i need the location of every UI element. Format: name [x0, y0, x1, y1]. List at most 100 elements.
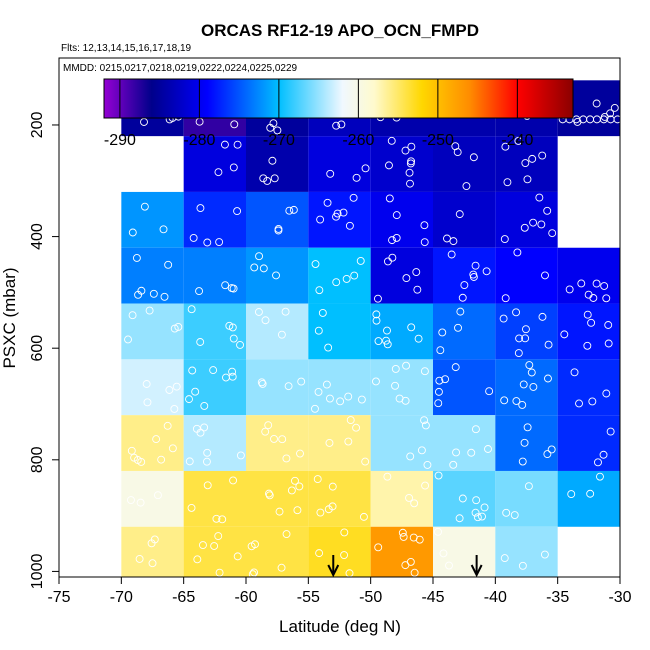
observation-marker	[229, 163, 238, 172]
observation-marker	[455, 514, 464, 523]
observation-marker	[349, 193, 358, 202]
observation-marker	[513, 248, 522, 257]
observation-marker	[210, 542, 219, 550]
observation-marker	[372, 310, 381, 319]
plot-frame	[58, 57, 621, 578]
observation-marker	[250, 263, 259, 272]
heatmap-cell	[308, 136, 371, 192]
observation-marker	[315, 286, 324, 295]
observation-marker	[406, 557, 415, 566]
observation-marker	[203, 481, 212, 490]
observation-marker	[547, 445, 556, 454]
observation-marker	[583, 310, 592, 319]
observation-marker	[259, 264, 268, 273]
observation-marker	[160, 292, 169, 301]
arrow-head	[327, 564, 340, 578]
observation-marker	[439, 549, 448, 558]
heatmap-cell	[121, 359, 184, 416]
arrow-head	[470, 564, 483, 578]
observation-marker	[324, 343, 333, 352]
x-tick-label: -65	[172, 589, 195, 606]
observation-marker	[227, 284, 236, 293]
observation-marker	[258, 380, 267, 388]
observation-marker	[203, 238, 212, 247]
observation-marker	[259, 174, 268, 183]
observation-marker	[195, 287, 204, 296]
heatmap-cell	[433, 247, 496, 304]
heatmap-cell	[183, 303, 246, 360]
observation-marker	[406, 179, 414, 188]
observation-marker	[361, 164, 370, 173]
observation-marker	[148, 559, 157, 568]
observation-marker	[541, 271, 549, 280]
observation-marker	[599, 450, 608, 459]
observation-marker	[469, 153, 478, 162]
observation-marker	[285, 206, 294, 215]
observation-marker	[215, 238, 224, 247]
observation-marker	[415, 535, 424, 544]
observation-marker	[289, 205, 298, 214]
observation-marker	[565, 285, 574, 294]
heatmap-cell	[246, 303, 309, 360]
observation-marker	[467, 448, 476, 457]
colorbar-tick-label: -290	[104, 132, 136, 149]
observation-marker	[401, 396, 410, 405]
observation-marker	[140, 202, 149, 211]
observation-marker	[346, 416, 355, 425]
observation-marker	[127, 446, 136, 455]
observation-marker	[149, 289, 158, 298]
observation-marker	[145, 306, 154, 315]
observation-marker	[196, 428, 205, 437]
chart-title: ORCAS RF12-19 APO_OCN_FMPD	[201, 21, 479, 40]
observation-marker	[451, 142, 460, 151]
observation-marker	[322, 380, 331, 389]
observation-marker	[472, 496, 481, 505]
observation-marker	[436, 346, 445, 355]
observation-marker	[420, 238, 429, 247]
x-axis: -75 -70 -65 -60 -55 -50 -45 -40 -35 -30	[47, 577, 632, 606]
observation-marker	[191, 387, 200, 396]
colorbar-tick-label: -250	[422, 132, 454, 149]
observation-marker	[402, 361, 411, 370]
observation-marker	[255, 252, 264, 261]
heatmap-cell	[433, 191, 496, 248]
observation-marker	[352, 173, 361, 182]
y-axis: 200 400 600 800 1000	[29, 112, 59, 589]
observation-marker	[529, 382, 538, 391]
observation-marker	[128, 311, 137, 320]
observation-marker	[220, 140, 229, 149]
observation-marker	[383, 257, 392, 266]
observation-marker	[412, 268, 421, 276]
observation-marker	[535, 193, 544, 202]
observation-marker	[385, 161, 393, 170]
observation-marker	[435, 376, 444, 385]
observation-marker	[523, 423, 532, 432]
observation-marker	[501, 294, 510, 303]
observation-marker	[414, 334, 423, 343]
observation-marker	[421, 421, 430, 430]
observation-marker	[602, 389, 611, 398]
observation-marker	[225, 321, 234, 330]
observation-marker	[187, 503, 196, 512]
heatmap-cell	[557, 470, 620, 527]
observation-marker	[586, 489, 595, 498]
observation-marker	[315, 549, 324, 558]
observation-marker	[445, 561, 453, 570]
observation-marker	[124, 335, 132, 344]
observation-marker	[150, 535, 159, 544]
observation-marker	[313, 475, 322, 484]
observation-marker	[452, 448, 461, 457]
observation-marker	[500, 554, 509, 563]
observation-marker	[136, 498, 145, 507]
heatmap-cell	[433, 359, 496, 416]
observation-marker	[263, 176, 272, 185]
observation-marker	[326, 169, 335, 178]
observation-marker	[187, 305, 196, 314]
heatmap-cell	[246, 470, 309, 527]
observation-marker	[374, 543, 383, 552]
observation-marker	[456, 307, 465, 316]
observation-marker	[254, 308, 263, 316]
heatmap-cell	[121, 247, 184, 304]
observation-marker	[382, 336, 391, 345]
